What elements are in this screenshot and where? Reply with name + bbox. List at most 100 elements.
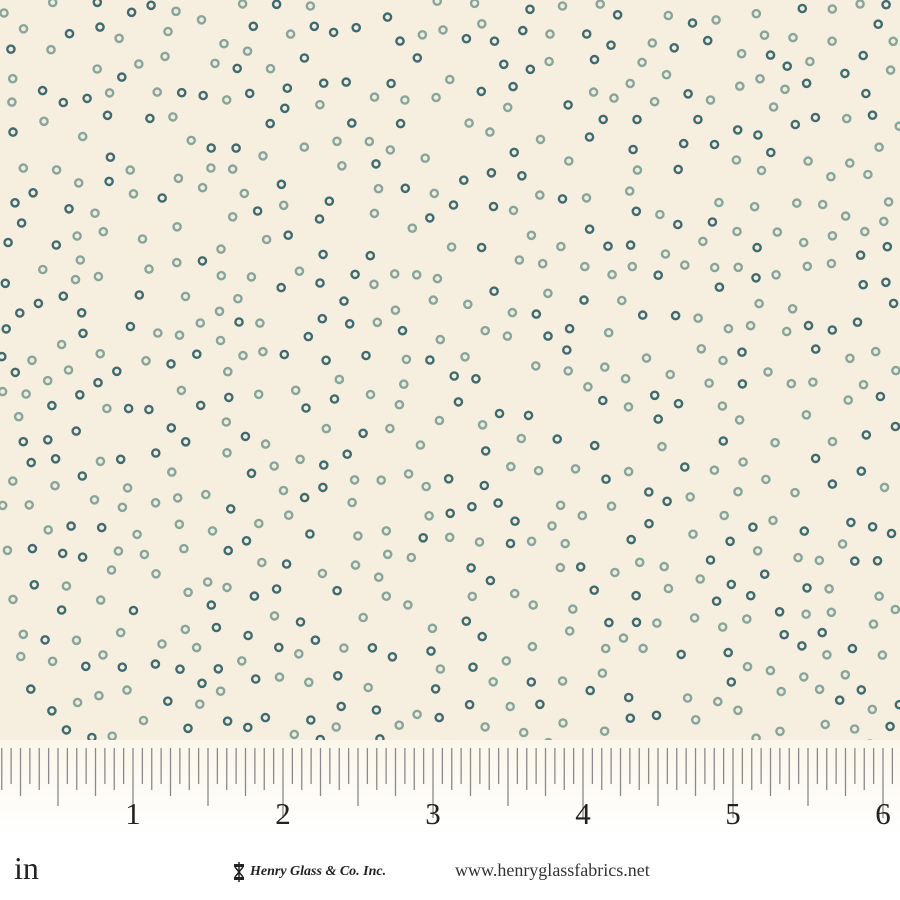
polka-dot	[285, 29, 296, 39]
polka-dot	[82, 93, 92, 104]
polka-dot	[810, 344, 821, 354]
polka-dot	[10, 367, 21, 378]
polka-dot	[649, 390, 660, 401]
polka-dot	[631, 590, 641, 601]
polka-dot	[334, 374, 345, 385]
polka-dot	[115, 627, 126, 638]
polka-dot	[617, 295, 627, 306]
polka-dot	[518, 727, 529, 738]
polka-dot	[651, 710, 662, 721]
polka-dot	[557, 1, 568, 11]
polka-dot	[145, 113, 155, 124]
polka-dot	[114, 33, 124, 44]
polka-dot	[603, 241, 613, 251]
polka-dot	[799, 526, 810, 536]
polka-dot	[421, 481, 432, 492]
polka-dot	[738, 457, 748, 467]
polka-dot	[94, 690, 104, 701]
polka-dot	[547, 521, 557, 531]
polka-dot	[502, 102, 513, 113]
polka-dot	[373, 183, 384, 194]
polka-dot	[843, 395, 854, 405]
polka-dot	[801, 409, 812, 420]
polka-dot	[732, 226, 742, 237]
polka-dot	[644, 518, 654, 529]
polka-dot	[606, 501, 617, 512]
polka-dot	[863, 169, 873, 180]
polka-dot	[2, 545, 13, 556]
polka-dot	[589, 585, 600, 596]
polka-dot	[213, 664, 224, 674]
polka-dot	[342, 449, 353, 460]
polka-dot	[718, 355, 728, 366]
polka-dot	[673, 164, 684, 175]
polka-dot	[882, 241, 893, 252]
polka-dot	[265, 118, 276, 129]
polka-dot	[176, 87, 187, 98]
polka-dot	[467, 591, 478, 602]
polka-dot	[570, 464, 581, 474]
polka-dot	[817, 199, 828, 210]
polka-dot	[102, 110, 113, 121]
polka-dot	[434, 415, 445, 426]
polka-dot	[227, 211, 238, 222]
polka-dot	[657, 441, 667, 452]
polka-dot	[276, 179, 287, 190]
polka-dot	[412, 53, 423, 63]
polka-dot	[790, 119, 801, 130]
polka-dot	[255, 318, 265, 328]
polka-dot	[233, 293, 243, 304]
polka-dot	[745, 320, 756, 331]
polka-dot	[117, 502, 128, 513]
polka-dot	[563, 366, 574, 376]
polka-dot	[460, 351, 470, 362]
polka-dot	[788, 32, 798, 43]
polka-dot	[125, 165, 135, 175]
polka-dot	[468, 662, 478, 673]
polka-dot	[166, 467, 177, 477]
polka-dot	[8, 476, 18, 486]
polka-dot	[737, 379, 748, 389]
polka-dot	[107, 731, 117, 742]
polka-dot	[432, 0, 442, 6]
polka-dot	[802, 583, 812, 593]
polka-dot	[183, 587, 193, 598]
polka-dot	[81, 661, 91, 672]
polka-dot	[477, 631, 488, 642]
polka-dot	[157, 193, 167, 203]
polka-dot	[505, 538, 516, 549]
ruler-label-2: 2	[275, 796, 291, 831]
polka-dot	[225, 504, 236, 514]
polka-dot	[63, 365, 74, 375]
polka-dot	[51, 240, 62, 250]
polka-dot	[328, 27, 339, 38]
polka-dot	[240, 431, 251, 442]
polka-dot	[435, 334, 446, 345]
polka-dot	[141, 355, 151, 366]
polka-dot	[612, 10, 623, 20]
polka-dot	[278, 200, 289, 211]
polka-dot	[98, 226, 109, 237]
polka-dot	[517, 170, 527, 181]
polka-dot	[745, 590, 756, 601]
polka-dot	[150, 659, 161, 669]
polka-dot	[631, 206, 642, 217]
polka-dot	[28, 187, 38, 198]
polka-dot	[152, 87, 162, 97]
polka-dot	[278, 485, 289, 496]
polka-dot	[365, 250, 376, 261]
polka-dot	[868, 619, 879, 630]
polka-dot	[112, 366, 122, 377]
polka-dot	[369, 92, 380, 102]
ruler-label-1: 1	[125, 796, 141, 831]
polka-dot	[57, 548, 68, 559]
polka-dot	[638, 643, 648, 654]
polka-dot	[625, 240, 636, 250]
polka-dot	[223, 392, 234, 403]
polka-dot	[33, 298, 44, 309]
polka-dot	[371, 705, 382, 715]
polka-dot	[261, 234, 272, 245]
polka-dot	[502, 331, 513, 341]
polka-dot	[480, 325, 491, 336]
polka-dot	[631, 617, 642, 628]
